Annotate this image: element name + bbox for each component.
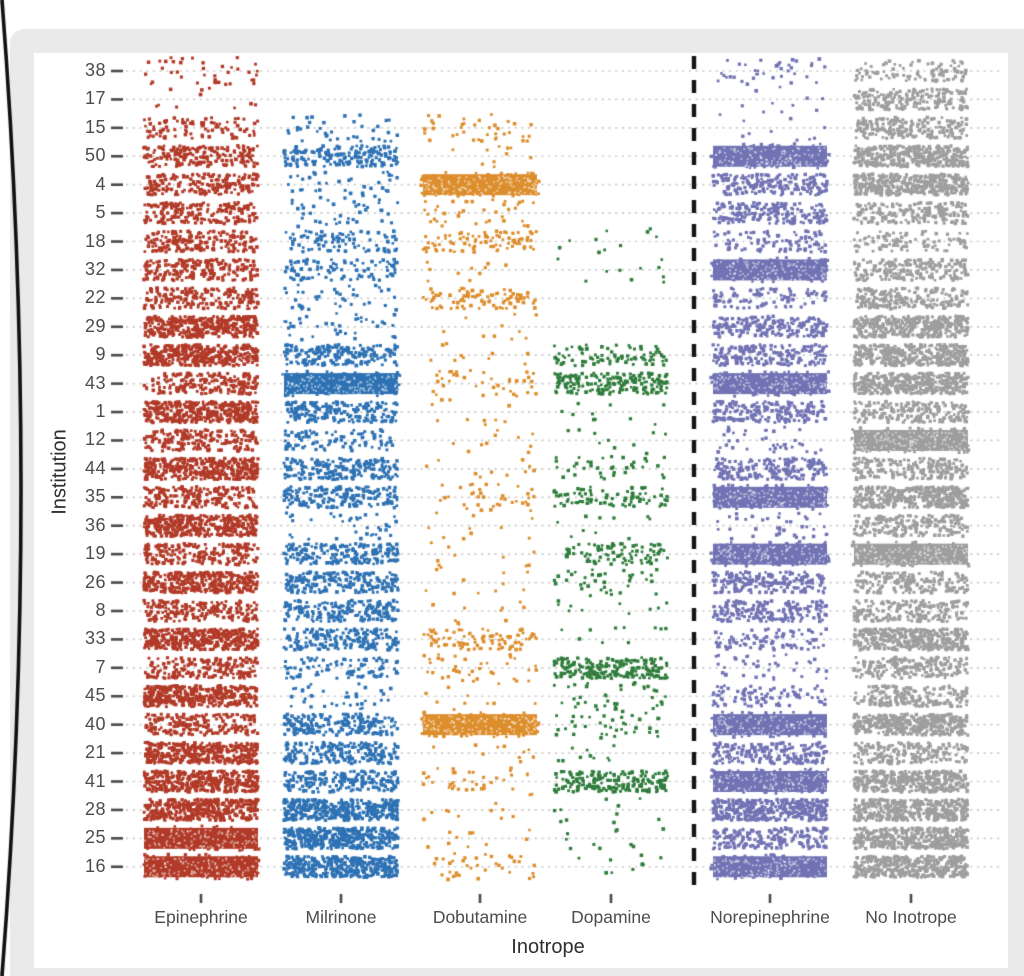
x-axis-title: Inotrope <box>511 936 585 958</box>
y-tick-label: 15 <box>84 116 106 137</box>
y-tick-label: 38 <box>84 60 106 81</box>
y-tick-label: 1 <box>95 401 106 422</box>
y-tick-label: 25 <box>84 827 106 848</box>
y-tick-label: 45 <box>84 685 106 706</box>
y-tick-label: 5 <box>95 202 106 223</box>
x-tick-label: Dopamine <box>571 907 651 927</box>
y-tick-label: 26 <box>84 571 106 592</box>
y-tick-label: 28 <box>84 798 106 819</box>
y-tick-label: 40 <box>84 713 106 734</box>
y-tick-label: 12 <box>84 429 106 450</box>
x-tick-label: Norepinephrine <box>710 907 830 927</box>
x-tick-label: Dobutamine <box>432 907 528 927</box>
y-tick-label: 19 <box>84 543 106 564</box>
x-tick-label: Milrinone <box>305 907 377 927</box>
y-tick-label: 36 <box>84 514 106 535</box>
y-tick-label: 21 <box>84 742 106 763</box>
y-tick-label: 18 <box>84 230 106 251</box>
y-tick-label: 33 <box>84 628 106 649</box>
y-tick-label: 9 <box>95 344 106 365</box>
y-tick-label: 43 <box>84 372 106 393</box>
y-tick-label: 17 <box>84 88 106 109</box>
x-tick-label: No Inotrope <box>865 907 957 927</box>
y-tick-label: 7 <box>95 656 106 677</box>
y-tick-label: 50 <box>84 145 106 166</box>
y-tick-label: 29 <box>84 315 106 336</box>
y-tick-label: 8 <box>95 600 106 621</box>
y-tick-label: 16 <box>84 855 106 876</box>
y-tick-label: 35 <box>84 486 106 507</box>
y-tick-label: 41 <box>84 770 106 791</box>
y-tick-label: 4 <box>95 173 106 194</box>
y-tick-label: 32 <box>84 259 106 280</box>
y-tick-label: 22 <box>84 287 106 308</box>
y-tick-label: 44 <box>84 457 106 478</box>
x-tick-label: Epinephrine <box>154 907 248 927</box>
